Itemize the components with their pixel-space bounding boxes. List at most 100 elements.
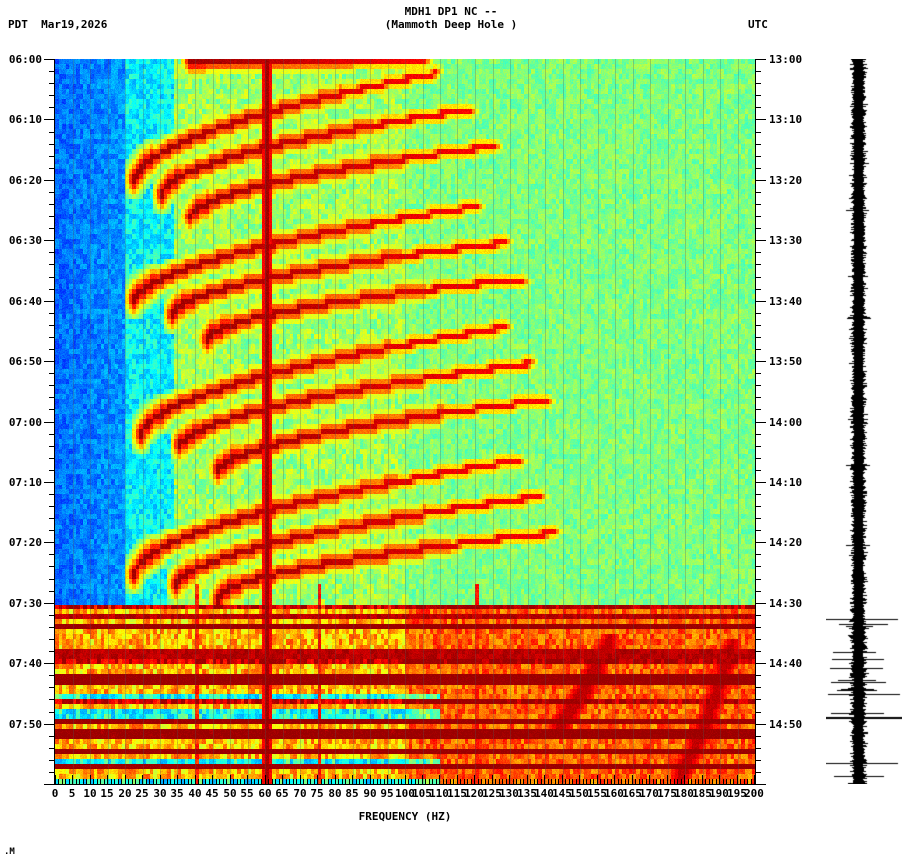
time-tick-major	[44, 180, 55, 181]
time-tick-minor	[49, 289, 55, 290]
time-tick-minor	[755, 748, 761, 749]
freq-tick-minor	[181, 779, 182, 784]
freq-tick-major	[667, 775, 668, 784]
freq-label: 155	[587, 787, 607, 800]
freq-tick-major	[649, 775, 650, 784]
freq-tick-minor	[121, 779, 122, 784]
spectrogram-plot	[55, 59, 755, 784]
freq-tick-minor	[586, 779, 587, 784]
time-tick-minor	[755, 712, 761, 713]
freq-label: 185	[692, 787, 712, 800]
freq-tick-major	[614, 775, 615, 784]
time-tick-minor	[755, 95, 761, 96]
time-tick-minor	[755, 107, 761, 108]
freq-label: 170	[639, 787, 659, 800]
time-tick-major	[44, 301, 55, 302]
time-tick-major	[755, 482, 766, 483]
freq-tick-major	[230, 775, 231, 784]
freq-tick-minor	[418, 779, 419, 784]
time-tick-minor	[49, 687, 55, 688]
time-tick-minor	[755, 228, 761, 229]
time-tick-minor	[49, 313, 55, 314]
freq-tick-minor	[272, 779, 273, 784]
axis-spine	[54, 59, 55, 784]
frequency-axis: 0 5 10 15 20 25 30 35 40 45 50 55 60 65 70 75 80 85 90 95 10…	[52, 775, 764, 814]
freq-label: 105	[412, 787, 432, 800]
time-label-utc: 13:20	[769, 174, 803, 187]
time-tick-minor	[755, 639, 761, 640]
freq-tick-minor	[167, 779, 168, 784]
freq-tick-major	[212, 775, 213, 784]
freq-tick-minor	[363, 779, 364, 784]
freq-tick-minor	[149, 779, 150, 784]
time-tick-major	[44, 663, 55, 664]
axis-spine	[755, 59, 756, 784]
freq-tick-minor	[384, 779, 385, 784]
freq-tick-minor	[268, 779, 269, 784]
time-tick-major	[755, 603, 766, 604]
freq-tick-minor	[191, 779, 192, 784]
freq-tick-minor	[653, 779, 654, 784]
time-tick-minor	[755, 83, 761, 84]
time-tick-minor	[49, 132, 55, 133]
freq-tick-minor	[681, 779, 682, 784]
time-tick-minor	[755, 446, 761, 447]
time-axis-utc: 13:00 13:10 13:20 13:30 13:40 13:50 14:00 14:10…	[755, 53, 845, 785]
freq-tick-minor	[625, 779, 626, 784]
time-tick-minor	[49, 736, 55, 737]
freq-tick-minor	[261, 779, 262, 784]
corner-glyph-artifact: .M	[4, 847, 15, 857]
time-tick-minor	[49, 373, 55, 374]
time-tick-major	[755, 119, 766, 120]
time-tick-major	[755, 542, 766, 543]
time-tick-minor	[755, 554, 761, 555]
time-tick-major	[755, 59, 766, 60]
freq-tick-minor	[83, 779, 84, 784]
freq-tick-major	[352, 775, 353, 784]
freq-tick-minor	[209, 779, 210, 784]
header-left-timezone-date: PDT Mar19,2026	[8, 18, 108, 31]
freq-tick-minor	[432, 779, 433, 784]
freq-tick-minor	[226, 779, 227, 784]
freq-tick-minor	[289, 779, 290, 784]
time-label-pdt: 06:20	[8, 174, 42, 187]
frequency-axis-label: FREQUENCY (HZ)	[358, 810, 452, 823]
freq-tick-minor	[188, 779, 189, 784]
freq-tick-minor	[506, 779, 507, 784]
freq-tick-major	[90, 775, 91, 784]
time-tick-minor	[755, 204, 761, 205]
time-label-pdt: 07:50	[8, 718, 42, 731]
freq-label: 125	[482, 787, 502, 800]
freq-tick-minor	[415, 779, 416, 784]
time-tick-minor	[755, 470, 761, 471]
freq-tick-minor	[356, 779, 357, 784]
freq-tick-major	[265, 775, 266, 784]
freq-tick-minor	[726, 779, 727, 784]
time-tick-minor	[49, 337, 55, 338]
time-tick-minor	[49, 409, 55, 410]
freq-label: 200	[744, 787, 764, 800]
freq-tick-minor	[163, 779, 164, 784]
freq-tick-minor	[321, 779, 322, 784]
freq-label: 10	[83, 787, 97, 800]
time-tick-minor	[49, 168, 55, 169]
time-tick-minor	[49, 579, 55, 580]
time-tick-minor	[755, 325, 761, 326]
freq-tick-minor	[174, 779, 175, 784]
time-tick-minor	[49, 566, 55, 567]
time-tick-minor	[49, 458, 55, 459]
freq-tick-minor	[663, 779, 664, 784]
freq-tick-major	[474, 775, 475, 784]
time-tick-major	[755, 663, 766, 664]
time-tick-minor	[49, 470, 55, 471]
freq-tick-minor	[314, 779, 315, 784]
freq-label: 0	[51, 787, 59, 800]
freq-tick-minor	[611, 779, 612, 784]
freq-label: 140	[534, 787, 554, 800]
freq-tick-minor	[366, 779, 367, 784]
freq-tick-minor	[254, 779, 255, 784]
freq-label: 5	[68, 787, 76, 800]
time-label-utc: 14:00	[769, 416, 803, 429]
freq-tick-major	[509, 775, 510, 784]
time-tick-minor	[755, 313, 761, 314]
